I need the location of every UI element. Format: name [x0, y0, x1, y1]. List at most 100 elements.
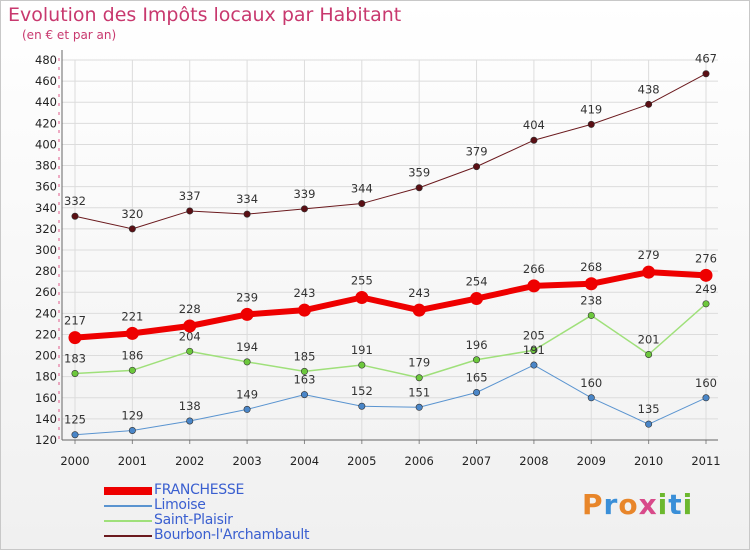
data-point — [473, 356, 481, 364]
x-tick-label: 2000 — [60, 454, 89, 468]
y-tick-label: 380 — [35, 159, 57, 173]
data-point — [243, 210, 251, 218]
data-label: 467 — [695, 52, 717, 66]
data-label: 419 — [580, 102, 602, 116]
data-label: 160 — [580, 376, 602, 390]
data-point — [473, 163, 481, 171]
data-point — [702, 394, 710, 402]
series-line-limoise — [74, 364, 707, 436]
data-point — [645, 350, 653, 358]
data-label: 279 — [638, 248, 660, 262]
data-label: 135 — [638, 402, 660, 416]
data-label: 194 — [236, 340, 258, 354]
y-tick-label: 240 — [35, 306, 57, 320]
data-point — [243, 358, 251, 366]
legend-label: FRANCHESSE — [154, 482, 245, 498]
data-point — [71, 369, 79, 377]
logo-letter: i — [657, 488, 669, 521]
chart-title: Evolution des Impôts locaux par Habitant — [8, 4, 402, 26]
data-label: 438 — [638, 82, 660, 96]
data-point — [587, 311, 595, 319]
data-point — [355, 291, 369, 304]
data-point — [300, 367, 308, 375]
data-point — [699, 268, 713, 282]
data-label: 276 — [695, 251, 717, 265]
chart-subtitle: (en € et par an) — [22, 28, 117, 42]
y-tick-label: 340 — [35, 201, 57, 215]
data-label: 196 — [466, 338, 488, 352]
data-label: 183 — [64, 352, 86, 366]
data-label: 217 — [64, 314, 86, 328]
data-point — [702, 300, 710, 308]
y-tick-label: 400 — [35, 137, 57, 151]
data-label: 186 — [121, 348, 143, 362]
data-point — [186, 207, 194, 215]
x-tick-label: 2003 — [232, 454, 261, 468]
data-label: 179 — [408, 356, 430, 370]
data-label: 254 — [466, 275, 488, 289]
data-point — [71, 212, 79, 220]
data-label: 243 — [293, 286, 315, 300]
x-tick-label: 2008 — [519, 454, 548, 468]
data-label: 268 — [580, 260, 602, 274]
y-tick-label: 420 — [35, 116, 57, 130]
data-label: 160 — [695, 376, 717, 390]
data-point — [71, 431, 79, 439]
y-tick-label: 180 — [35, 370, 57, 384]
data-point — [128, 426, 136, 434]
data-label: 138 — [179, 399, 201, 413]
y-tick-label: 160 — [35, 391, 57, 405]
logo-letter: i — [682, 488, 694, 521]
legend-swatch — [104, 535, 152, 537]
logo-letter: t — [668, 488, 683, 521]
data-label: 320 — [121, 207, 143, 221]
logo-letter: x — [638, 488, 658, 521]
y-tick-label: 140 — [35, 412, 57, 426]
data-point — [183, 319, 197, 333]
data-label: 149 — [236, 387, 258, 401]
y-tick-label: 120 — [35, 433, 57, 447]
series-line-saint-plaisir — [74, 303, 707, 379]
data-point — [530, 136, 538, 144]
logo-letter: r — [603, 488, 619, 521]
data-point — [702, 70, 710, 78]
data-label: 165 — [466, 371, 488, 385]
data-label: 359 — [408, 166, 430, 180]
data-point — [527, 279, 541, 293]
data-label: 163 — [293, 373, 315, 387]
data-point — [470, 292, 484, 306]
data-label: 379 — [466, 145, 488, 159]
x-tick-label: 2001 — [118, 454, 147, 468]
y-tick-label: 280 — [35, 264, 57, 278]
legend-swatch — [104, 505, 152, 507]
data-point — [358, 200, 366, 208]
data-label: 152 — [351, 384, 373, 398]
data-label: 151 — [408, 385, 430, 399]
data-label: 239 — [236, 290, 258, 304]
data-point — [300, 205, 308, 213]
data-label: 129 — [121, 409, 143, 423]
x-tick-label: 2009 — [577, 454, 606, 468]
y-tick-label: 440 — [35, 95, 57, 109]
data-label: 344 — [351, 182, 373, 196]
y-tick-label: 200 — [35, 349, 57, 363]
data-point — [415, 184, 423, 192]
data-label: 205 — [523, 328, 545, 342]
data-point — [243, 405, 251, 413]
y-tick-label: 220 — [35, 327, 57, 341]
data-label: 249 — [695, 282, 717, 296]
data-label: 191 — [351, 343, 373, 357]
data-label: 204 — [179, 329, 201, 343]
x-tick-label: 2006 — [405, 454, 434, 468]
legend-label: Saint-Plaisir — [154, 512, 233, 528]
data-point — [128, 366, 136, 374]
series-line-bourbon-l-archambault — [74, 73, 707, 230]
y-tick-label: 480 — [35, 53, 57, 67]
data-point — [530, 361, 538, 369]
series-line-franchesse — [74, 269, 707, 341]
data-point — [358, 361, 366, 369]
data-label: 221 — [121, 309, 143, 323]
data-point — [186, 417, 194, 425]
data-point — [587, 120, 595, 128]
